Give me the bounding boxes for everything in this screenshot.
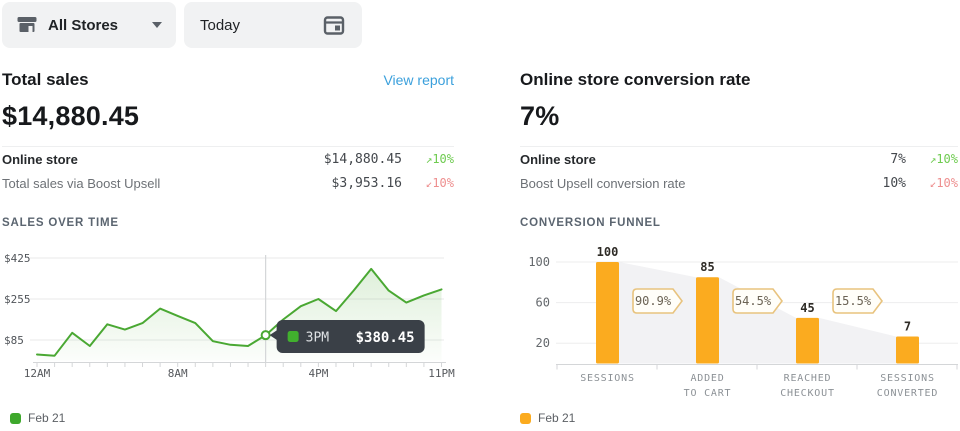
funnel-bar[interactable] xyxy=(896,336,919,364)
y-axis-label: $425 xyxy=(4,252,31,265)
chart-tooltip xyxy=(276,320,425,353)
calendar-icon xyxy=(323,16,345,35)
store-selector[interactable]: All Stores xyxy=(2,2,176,48)
sales-over-time-heading: SALES OVER TIME xyxy=(2,217,119,229)
bar-value-label: 85 xyxy=(700,260,714,274)
bar-value-label: 100 xyxy=(597,245,619,259)
delta-badge: ↙10% xyxy=(906,176,958,190)
funnel-bar[interactable] xyxy=(796,317,819,364)
delta-value: 10% xyxy=(936,176,958,190)
trend-arrow-icon: ↗ xyxy=(425,153,433,166)
metric-label: Total sales via Boost Upsell xyxy=(2,175,161,191)
category-label: TO CART xyxy=(684,388,732,399)
trend-arrow-icon: ↙ xyxy=(929,177,937,190)
chevron-down-icon xyxy=(152,22,162,28)
conversion-badge xyxy=(632,288,683,314)
legend-swatch-green xyxy=(10,412,21,424)
metric-value: 7% xyxy=(890,151,906,167)
metric-row-boost-rate: Boost Upsell conversion rate 10% ↙10% xyxy=(520,171,958,195)
tooltip-time: 3PM xyxy=(306,331,330,346)
y-axis-label: $85 xyxy=(4,334,24,347)
conversion-breakdown: Online store 7% ↗10% Boost Upsell conver… xyxy=(520,146,958,195)
total-sales-panel: Total sales View report $14,880.45 Onlin… xyxy=(2,70,454,229)
metric-row-online-store-rate: Online store 7% ↗10% xyxy=(520,147,958,171)
metric-label: Online store xyxy=(2,151,78,167)
metric-row-online-store: Online store $14,880.45 ↗10% xyxy=(2,147,454,171)
view-report-link[interactable]: View report xyxy=(383,72,454,88)
category-label: SESSIONS xyxy=(880,373,935,384)
date-selector[interactable]: Today xyxy=(184,2,362,48)
tooltip-notch xyxy=(269,329,279,342)
sales-over-time-chart[interactable]: $425 $255 $85 12AM 8AM 4PM 11PM 3PM $380.45 xyxy=(0,245,460,380)
store-selector-label: All Stores xyxy=(48,16,119,34)
tooltip-series-swatch xyxy=(287,331,299,342)
conversion-rate-title: Online store conversion rate xyxy=(520,70,751,89)
sales-line xyxy=(36,267,443,357)
conversion-badge-value: 15.5% xyxy=(835,294,872,308)
sales-chart-legend: Feb 21 xyxy=(10,411,65,425)
metric-value: $14,880.45 xyxy=(323,151,402,167)
tooltip-value: $380.45 xyxy=(356,330,415,346)
metric-row-boost-upsell: Total sales via Boost Upsell $3,953.16 ↙… xyxy=(2,171,454,195)
metric-value: 10% xyxy=(882,175,906,191)
x-axis-label: 11PM xyxy=(428,367,455,380)
delta-badge: ↙10% xyxy=(402,176,454,190)
funnel-bar[interactable] xyxy=(696,277,719,364)
legend-label: Feb 21 xyxy=(28,411,66,425)
conversion-badge-value: 54.5% xyxy=(735,294,772,308)
delta-value: 10% xyxy=(936,152,958,166)
total-sales-title: Total sales xyxy=(2,70,89,89)
conversion-funnel-heading: CONVERSION FUNNEL xyxy=(520,217,661,229)
x-axis-label: 8AM xyxy=(168,367,188,380)
total-sales-breakdown: Online store $14,880.45 ↗10% Total sales… xyxy=(2,146,454,195)
delta-value: 10% xyxy=(432,152,454,166)
y-axis-label: 100 xyxy=(528,255,550,269)
metric-label: Online store xyxy=(520,151,596,167)
hover-marker xyxy=(260,330,271,341)
category-label: CHECKOUT xyxy=(780,388,835,399)
conversion-badge xyxy=(732,288,783,314)
conversion-funnel-chart[interactable]: 100 60 20 100 85 45 7 90.9% 54.5% 15.5% SESSIONS AD… xyxy=(520,240,960,415)
funnel-bar[interactable] xyxy=(596,262,619,364)
x-axis-label: 4PM xyxy=(308,367,328,380)
category-label: CONVERTED xyxy=(877,388,938,399)
date-selector-label: Today xyxy=(200,16,241,34)
bar-value-label: 7 xyxy=(904,320,911,334)
storefront-icon xyxy=(17,17,37,32)
y-axis-label: $255 xyxy=(4,293,31,306)
y-axis-label: 20 xyxy=(536,336,550,350)
x-axis-label: 12AM xyxy=(24,367,51,380)
metric-value: $3,953.16 xyxy=(331,175,402,191)
delta-badge: ↗10% xyxy=(402,152,454,166)
category-label: REACHED xyxy=(784,373,832,384)
bar-value-label: 45 xyxy=(800,301,814,315)
conversion-rate-panel: Online store conversion rate 7% Online s… xyxy=(520,70,958,229)
trend-arrow-icon: ↗ xyxy=(929,153,937,166)
total-sales-value: $14,880.45 xyxy=(2,101,140,131)
conversion-badge-value: 90.9% xyxy=(635,294,672,308)
trend-arrow-icon: ↙ xyxy=(425,177,433,190)
conversion-badge xyxy=(832,288,883,314)
conversion-rate-value: 7% xyxy=(520,101,560,131)
metric-label: Boost Upsell conversion rate xyxy=(520,175,686,191)
legend-label: Feb 21 xyxy=(538,411,576,425)
funnel-chart-legend: Feb 21 xyxy=(520,411,575,425)
delta-badge: ↗10% xyxy=(906,152,958,166)
delta-value: 10% xyxy=(432,176,454,190)
category-label: SESSIONS xyxy=(580,373,635,384)
category-label: ADDED xyxy=(690,373,724,384)
legend-swatch-orange xyxy=(520,412,531,424)
y-axis-label: 60 xyxy=(536,296,550,310)
